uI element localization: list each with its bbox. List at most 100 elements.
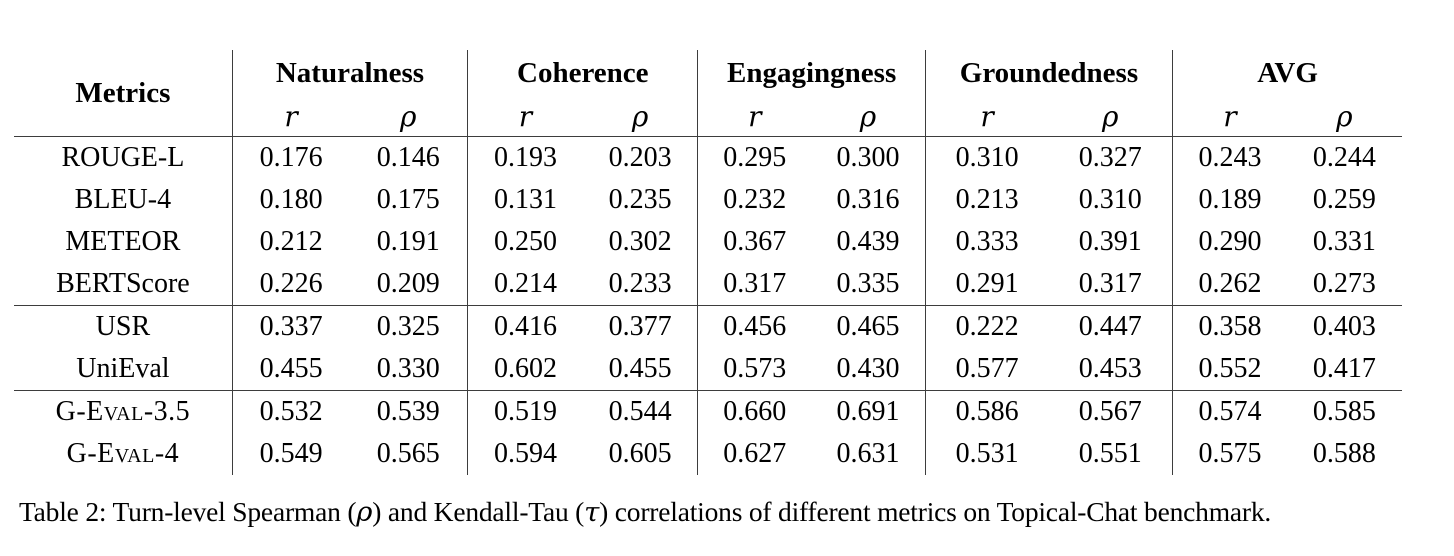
metric-value: 0.317 (1078, 268, 1142, 299)
table-row: ROUGE-L 0.176 0.146 0.193 0.203 0.295 0.… (14, 136, 1402, 179)
metric-value: 0.691 (811, 390, 926, 433)
metric-value: 0.551 (1078, 438, 1142, 469)
subheader-coherence-rho: ρ (582, 96, 698, 137)
metric-value: 0.519 (467, 390, 583, 433)
table-row: UniEval 0.455 0.330 0.602 0.455 0.573 0.… (14, 348, 1402, 391)
metric-value: 0.189 (1172, 179, 1287, 221)
column-header-avg: AVG (1172, 50, 1402, 96)
metric-value: 0.337 (231, 305, 350, 348)
table-row: G-Eval-3.5 0.532 0.539 0.519 0.544 0.660… (14, 390, 1402, 433)
metric-value: 0.250 (467, 221, 583, 263)
metric-value: 0.233 (608, 268, 672, 299)
metric-value: 0.453 (1078, 353, 1142, 384)
metric-value: 0.259 (1312, 184, 1376, 215)
metric-value: 0.416 (467, 305, 583, 348)
metric-value: 0.213 (924, 179, 1049, 221)
metric-name: ROUGE-L (61, 142, 185, 173)
metric-value: 0.331 (1312, 226, 1376, 257)
metric-value: 0.531 (924, 433, 1049, 475)
table-row: BLEU-4 0.180 0.175 0.131 0.235 0.232 0.3… (14, 179, 1402, 221)
metric-name: BLEU-4 (74, 184, 172, 215)
metric-value: 0.176 (231, 136, 350, 179)
column-header-naturalness: Naturalness (231, 50, 468, 96)
table-header-groups: Metrics Naturalness Coherence Engagingne… (14, 50, 1402, 137)
metric-value: 0.232 (697, 179, 812, 221)
metric-value: 0.465 (811, 305, 926, 348)
metric-value: 0.627 (697, 433, 812, 475)
metric-value: 0.175 (376, 184, 440, 215)
metric-value: 0.577 (924, 348, 1049, 391)
subheader-engagingness-rho: ρ (811, 96, 926, 137)
metric-value: 0.588 (1312, 438, 1376, 469)
metric-value: 0.602 (467, 348, 583, 391)
metric-value: 0.377 (582, 305, 698, 348)
metric-value: 0.455 (608, 353, 672, 384)
metric-name: UniEval (76, 353, 170, 384)
subheader-naturalness-r: r (231, 96, 350, 137)
caption-text: Table 2: Turn-level Spearman ( (19, 496, 357, 527)
metric-value: 0.146 (376, 142, 440, 173)
metric-value: 0.403 (1286, 305, 1402, 348)
metric-value: 0.544 (582, 390, 698, 433)
metric-value: 0.574 (1172, 390, 1287, 433)
metric-value: 0.539 (349, 390, 468, 433)
metrics-table: Metrics Naturalness Coherence Engagingne… (14, 50, 1402, 475)
metric-value: 0.302 (608, 226, 672, 257)
caption-text: ) and Kendall-Tau ( (372, 496, 585, 527)
metric-value: 0.333 (924, 221, 1049, 263)
metric-name: G-Eval-4 (66, 438, 180, 469)
subheader-groundedness-r: r (924, 96, 1049, 137)
metric-value: 0.573 (697, 348, 812, 391)
column-header-metrics: Metrics (14, 50, 233, 137)
metric-value: 0.300 (836, 142, 900, 173)
subheader-avg-rho: ρ (1286, 96, 1402, 137)
metric-value: 0.325 (349, 305, 468, 348)
subheader-naturalness-rho: ρ (349, 96, 468, 137)
metric-value: 0.455 (231, 348, 350, 391)
metric-value: 0.532 (231, 390, 350, 433)
metric-value: 0.335 (836, 268, 900, 299)
table-row: USR 0.337 0.325 0.416 0.377 0.456 0.465 … (14, 305, 1402, 348)
table-caption: Table 2: Turn-level Spearman (ρ) and Ken… (19, 496, 1454, 528)
metric-value: 0.586 (924, 390, 1049, 433)
metric-value: 0.295 (697, 136, 812, 179)
column-header-groundedness: Groundedness (924, 50, 1173, 96)
metric-value: 0.552 (1172, 348, 1287, 391)
table-row: G-Eval-4 0.549 0.565 0.594 0.605 0.627 0… (14, 433, 1402, 475)
metric-value: 0.417 (1312, 353, 1376, 384)
metric-value: 0.594 (467, 433, 583, 475)
metric-value: 0.193 (467, 136, 583, 179)
metric-value: 0.243 (1172, 136, 1287, 179)
metric-value: 0.330 (376, 353, 440, 384)
metric-value: 0.310 (924, 136, 1049, 179)
metric-value: 0.565 (376, 438, 440, 469)
metric-value: 0.575 (1172, 433, 1287, 475)
metric-value: 0.214 (467, 263, 583, 306)
metric-value: 0.226 (231, 263, 350, 306)
column-header-coherence: Coherence (467, 50, 698, 96)
metric-value: 0.316 (836, 184, 900, 215)
metric-value: 0.222 (924, 305, 1049, 348)
metric-value: 0.631 (836, 438, 900, 469)
metric-value: 0.660 (697, 390, 812, 433)
metric-value: 0.180 (231, 179, 350, 221)
metric-value: 0.430 (836, 353, 900, 384)
metric-value: 0.290 (1172, 221, 1287, 263)
column-header-engagingness: Engagingness (697, 50, 926, 96)
metric-value: 0.131 (467, 179, 583, 221)
paper-table-figure: Metrics Naturalness Coherence Engagingne… (0, 50, 1454, 556)
metric-name: METEOR (65, 226, 181, 257)
metric-name: USR (14, 305, 233, 348)
metric-value: 0.605 (608, 438, 672, 469)
metric-value: 0.567 (1048, 390, 1173, 433)
metric-value: 0.310 (1078, 184, 1142, 215)
metric-value: 0.291 (924, 263, 1049, 306)
metric-value: 0.447 (1048, 305, 1173, 348)
metric-value: 0.439 (836, 226, 900, 257)
table-row: BERTScore 0.226 0.209 0.214 0.233 0.317 … (14, 263, 1402, 306)
metric-value: 0.327 (1078, 142, 1142, 173)
metric-value: 0.212 (231, 221, 350, 263)
metric-name: G-Eval-3.5 (14, 390, 233, 433)
metric-value: 0.209 (376, 268, 440, 299)
subheader-engagingness-r: r (697, 96, 812, 137)
